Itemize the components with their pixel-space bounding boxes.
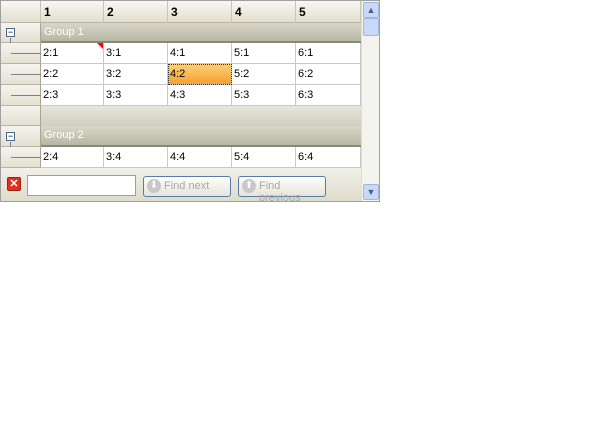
row-header[interactable]	[1, 64, 41, 85]
grid-cell[interactable]: 2:1	[41, 43, 104, 64]
grid-cell[interactable]: 5:1	[232, 43, 296, 64]
grid-cell[interactable]: 4:1	[168, 43, 232, 64]
find-panel: ✕ ⬇ Find next ⬆ Find previous	[1, 168, 361, 201]
column-header[interactable]: 1	[41, 1, 104, 23]
column-header[interactable]: 2	[104, 1, 168, 23]
grid-cell[interactable]: 4:3	[168, 85, 232, 106]
group-row[interactable]: Group 2	[41, 126, 361, 147]
grid-cell[interactable]: 3:4	[104, 147, 168, 168]
grid-cell[interactable]: 6:4	[296, 147, 361, 168]
grid-cell[interactable]: 3:2	[104, 64, 168, 85]
vertical-scrollbar[interactable]: ▲ ▼	[361, 1, 379, 201]
scroll-up-button[interactable]: ▲	[363, 2, 379, 18]
column-header[interactable]: 4	[232, 1, 296, 23]
row-header[interactable]	[1, 43, 41, 64]
grid-cell[interactable]: 2:3	[41, 85, 104, 106]
tree-line	[11, 95, 41, 96]
find-next-button[interactable]: ⬇ Find next	[143, 176, 231, 197]
group-row[interactable]: Group 1	[41, 23, 361, 43]
grid-cell[interactable]: 5:3	[232, 85, 296, 106]
empty-row	[41, 106, 361, 126]
grid-cell[interactable]: 6:3	[296, 85, 361, 106]
collapse-minus-icon[interactable]: −	[6, 131, 15, 141]
tree-line	[11, 74, 41, 75]
grid-cell[interactable]: 3:1	[104, 43, 168, 64]
grid-cell[interactable]: 6:2	[296, 64, 361, 85]
column-header[interactable]: 5	[296, 1, 361, 23]
find-input[interactable]	[27, 175, 136, 196]
grid-cell[interactable]: 5:2	[232, 64, 296, 85]
tree-line	[11, 53, 41, 54]
column-header[interactable]: 3	[168, 1, 232, 23]
grid-cell[interactable]: 5:4	[232, 147, 296, 168]
find-previous-button[interactable]: ⬆ Find previous	[238, 176, 326, 201]
grid-cell[interactable]: 4:2	[168, 64, 232, 85]
data-grid: 1 2 3 4 5 − Group 1 2:1 3:1 4:1 5:1 6:1 2:2 3:…	[0, 0, 380, 202]
grid-cell[interactable]: 3:3	[104, 85, 168, 106]
grid-cell[interactable]: 2:2	[41, 64, 104, 85]
comment-indicator-icon	[97, 43, 103, 49]
tree-line	[11, 157, 41, 158]
arrow-down-circle-icon: ⬇	[147, 179, 161, 193]
grid-cell[interactable]: 4:4	[168, 147, 232, 168]
scroll-thumb[interactable]	[363, 18, 379, 36]
grid-cell[interactable]: 2:4	[41, 147, 104, 168]
arrow-up-circle-icon: ⬆	[242, 179, 256, 193]
row-header[interactable]	[1, 147, 41, 168]
grid-cell[interactable]: 6:1	[296, 43, 361, 64]
row-header[interactable]	[1, 85, 41, 106]
scroll-down-button[interactable]: ▼	[363, 184, 379, 200]
corner-header[interactable]	[1, 1, 41, 23]
collapse-minus-icon[interactable]: −	[6, 27, 15, 37]
close-icon[interactable]: ✕	[7, 177, 21, 191]
group-row-header	[1, 126, 41, 147]
row-header	[1, 106, 41, 126]
